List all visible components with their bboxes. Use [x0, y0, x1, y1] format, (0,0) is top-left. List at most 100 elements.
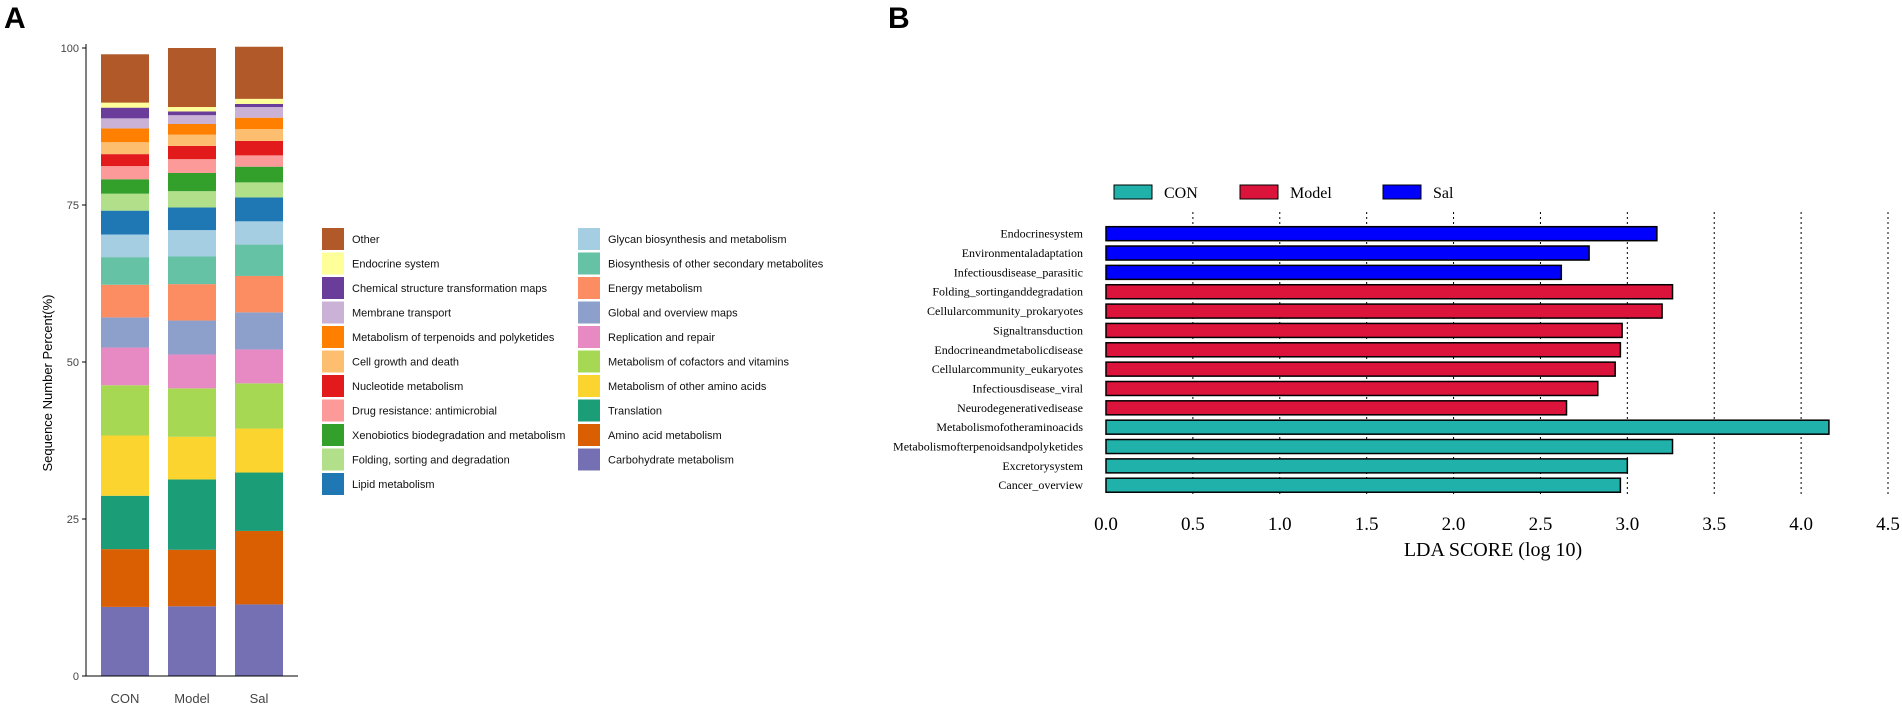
- feature-label-cellularcommunity-prokaryotes: Cellularcommunity_prokaryotes: [927, 304, 1083, 318]
- lda-bar-endocrineandmetabolicdisease: [1105, 342, 1622, 358]
- bar-segment-sal-glycan-biosynthesis-and-metabolism: [235, 221, 283, 245]
- feature-label-endocrineandmetabolicdisease: Endocrineandmetabolicdisease: [934, 343, 1083, 357]
- bar-segment-con-amino-acid-metabolism: [101, 549, 149, 607]
- legend-label-glycan-biosynthesis-and-metabolism: Glycan biosynthesis and metabolism: [608, 234, 787, 246]
- lda-bar-cancer-overview: [1105, 477, 1622, 493]
- panel-b-legend: CON Model Sal: [1113, 184, 1454, 202]
- bar-segment-model-cell-growth-and-death: [168, 134, 216, 146]
- legend-swatch-metabolism-of-terpenoids-and-polyketides: [322, 326, 344, 348]
- bar-segment-sal-metabolism-of-other-amino-acids: [235, 428, 283, 473]
- lda-bar-infectiousdisease-parasitic: [1105, 264, 1563, 281]
- x-tick-label-2: 2.0: [1442, 514, 1466, 535]
- bar-segment-con-translation: [101, 495, 149, 550]
- panel-a-bars: [101, 46, 283, 676]
- panel-b-feature-labels: Endocrinesystem Environmentaladaptation In…: [893, 227, 1084, 493]
- legend-label-nucleotide-metabolism: Nucleotide metabolism: [352, 381, 463, 393]
- legend-label-metabolism-of-terpenoids-and-polyketides: Metabolism of terpenoids and polyketides: [352, 332, 555, 344]
- legend-label-model: Model: [1290, 185, 1332, 202]
- legend-swatch-metabolism-of-cofactors-and-vitamins: [578, 350, 600, 373]
- lda-bar-metabolismofterpenoidsandpolyketides: [1105, 438, 1674, 455]
- panel-b-x-axis: 0.0 0.5 1.0 1.5 2.0 2.5 3.0 3.5 4.0 4.5: [1094, 514, 1900, 535]
- lda-bar-neurodegenerativedisease: [1105, 400, 1568, 416]
- x-tick-label-4: 4.0: [1789, 514, 1813, 535]
- legend-swatch-nucleotide-metabolism: [322, 375, 344, 397]
- x-tick-label-model: Model: [174, 691, 210, 706]
- bar-segment-sal-cell-growth-and-death: [235, 129, 283, 141]
- bar-segment-model-lipid-metabolism: [168, 207, 216, 231]
- lda-bar-metabolismofotheraminoacids: [1105, 419, 1830, 435]
- bar-segment-model-translation: [168, 479, 216, 550]
- lda-bar-environmentaladaptation: [1105, 245, 1590, 261]
- bar-segment-sal-lipid-metabolism: [235, 197, 283, 222]
- legend-swatch-translation: [578, 399, 600, 422]
- lda-bar-signaltransduction: [1105, 322, 1623, 339]
- bar-segment-model-global-and-overview-maps: [168, 320, 216, 355]
- legend-swatch-sal: [1382, 184, 1422, 200]
- legend-label-chemical-structure-transformation-maps: Chemical structure transformation maps: [352, 283, 548, 295]
- legend-label-energy-metabolism: Energy metabolism: [608, 283, 702, 295]
- y-tick-label-50: 50: [67, 357, 79, 369]
- bar-segment-model-biosynthesis-of-other-secondary-metabolites: [168, 256, 216, 285]
- bar-segment-con-cell-growth-and-death: [101, 142, 149, 155]
- feature-label-infectiousdisease-viral: Infectiousdisease_viral: [972, 381, 1083, 395]
- legend-swatch-chemical-structure-transformation-maps: [322, 277, 344, 299]
- bar-segment-model-amino-acid-metabolism: [168, 549, 216, 607]
- feature-label-folding-sortinganddegradation: Folding_sortinganddegradation: [932, 285, 1083, 299]
- bar-segment-con-metabolism-of-other-amino-acids: [101, 435, 149, 496]
- lda-bar-cellularcommunity-prokaryotes: [1105, 303, 1663, 319]
- feature-label-infectiousdisease-parasitic: Infectiousdisease_parasitic: [954, 265, 1083, 279]
- panel-b-lda-chart: B CON Model Sal Endocrinesystem Environment…: [888, 2, 1900, 561]
- legend-swatch-lipid-metabolism: [322, 473, 344, 495]
- bar-segment-con-other: [101, 54, 149, 103]
- legend-swatch-energy-metabolism: [578, 277, 600, 299]
- bar-segment-model-other: [168, 48, 216, 108]
- bar-segment-sal-other: [235, 46, 283, 99]
- bar-segment-con-metabolism-of-cofactors-and-vitamins: [101, 385, 149, 436]
- legend-label-folding-sorting-and-degradation: Folding, sorting and degradation: [352, 455, 510, 467]
- bar-segment-sal-energy-metabolism: [235, 275, 283, 313]
- x-tick-label-3-5: 3.5: [1702, 514, 1726, 535]
- x-tick-label-1-5: 1.5: [1355, 514, 1379, 535]
- legend-swatch-model: [1239, 184, 1279, 200]
- lda-bar-folding-sortinganddegradation: [1105, 283, 1674, 300]
- feature-label-cellularcommunity-eukaryotes: Cellularcommunity_eukaryotes: [932, 362, 1084, 376]
- legend-label-biosynthesis-of-other-secondary-metabolites: Biosynthesis of other secondary metaboli…: [608, 259, 824, 271]
- legend-label-membrane-transport: Membrane transport: [352, 308, 451, 320]
- legend-swatch-metabolism-of-other-amino-acids: [578, 375, 600, 397]
- legend-swatch-other: [322, 228, 344, 250]
- panel-a-letter: A: [4, 2, 26, 35]
- bar-segment-con-endocrine-system: [101, 102, 149, 108]
- bar-segment-model-replication-and-repair: [168, 354, 216, 389]
- feature-label-metabolismofterpenoidsandpolyketides: Metabolismofterpenoidsandpolyketides: [893, 440, 1083, 454]
- bar-segment-model-endocrine-system: [168, 107, 216, 112]
- legend-label-carbohydrate-metabolism: Carbohydrate metabolism: [608, 455, 734, 467]
- bar-segment-sal-global-and-overview-maps: [235, 312, 283, 350]
- panel-a-stacked-bar-chart: A CON Model Sal 0 25 50 75 100 Sequence Number …: [4, 2, 824, 706]
- legend-swatch-endocrine-system: [322, 252, 344, 275]
- legend-label-amino-acid-metabolism: Amino acid metabolism: [608, 430, 722, 442]
- legend-label-endocrine-system: Endocrine system: [352, 259, 439, 271]
- y-tick-label-100: 100: [61, 43, 79, 55]
- legend-swatch-con: [1113, 184, 1153, 200]
- legend-label-translation: Translation: [608, 406, 662, 418]
- bar-segment-con-replication-and-repair: [101, 347, 149, 386]
- bar-segment-con-folding-sorting-and-degradation: [101, 193, 149, 211]
- bar-segment-model-energy-metabolism: [168, 284, 216, 321]
- lda-bar-endocrinesystem: [1105, 225, 1658, 242]
- bar-segment-model-carbohydrate-metabolism: [168, 606, 216, 676]
- bar-segment-sal-amino-acid-metabolism: [235, 530, 283, 605]
- legend-label-metabolism-of-cofactors-and-vitamins: Metabolism of cofactors and vitamins: [608, 357, 789, 369]
- bar-segment-sal-metabolism-of-cofactors-and-vitamins: [235, 383, 283, 429]
- bar-segment-model-metabolism-of-other-amino-acids: [168, 436, 216, 480]
- legend-swatch-xenobiotics-biodegradation-and-metabolism: [322, 424, 344, 446]
- y-tick-label-25: 25: [67, 514, 79, 526]
- x-tick-label-2-5: 2.5: [1529, 514, 1553, 535]
- legend-swatch-glycan-biosynthesis-and-metabolism: [578, 228, 600, 250]
- bar-segment-con-drug-resistance-antimicrobial: [101, 166, 149, 180]
- feature-label-environmentaladaptation: Environmentaladaptation: [962, 246, 1083, 260]
- bar-segment-con-nucleotide-metabolism: [101, 154, 149, 167]
- bar-segment-sal-carbohydrate-metabolism: [235, 604, 283, 676]
- feature-label-metabolismofotheraminoacids: Metabolismofotheraminoacids: [936, 420, 1083, 434]
- bar-segment-model-chemical-structure-transformation-maps: [168, 111, 216, 116]
